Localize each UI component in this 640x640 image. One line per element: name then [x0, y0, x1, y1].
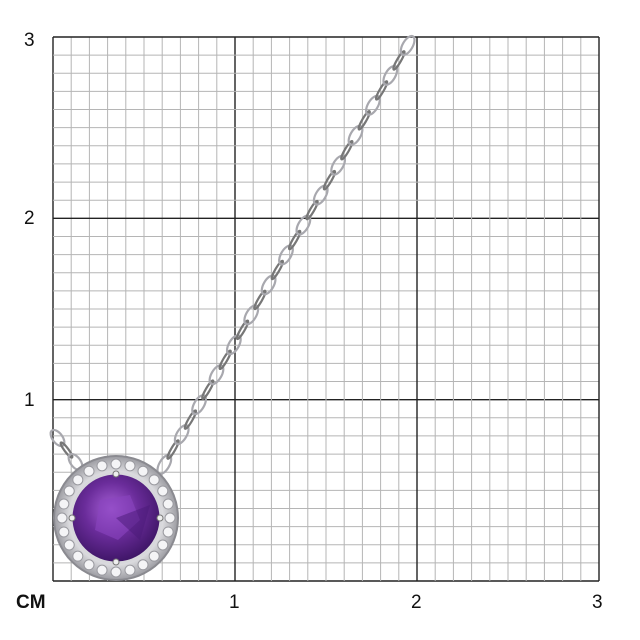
chain-link: [183, 409, 198, 430]
y-tick-2: 2: [24, 208, 35, 229]
halo-diamond: [148, 474, 160, 486]
halo-diamond: [110, 566, 122, 578]
chain-link: [201, 379, 215, 400]
chain-link: [270, 259, 284, 281]
halo-diamond: [124, 564, 136, 576]
halo-diamond: [157, 539, 169, 551]
chain-link: [278, 244, 294, 266]
chain-link: [253, 289, 267, 311]
chain-link: [374, 80, 389, 101]
chain-link: [191, 394, 208, 416]
chain-link: [218, 349, 232, 371]
pendant: [53, 455, 179, 581]
chain-link: [235, 319, 250, 341]
chain-link: [340, 139, 354, 161]
x-tick-2: 2: [411, 592, 422, 613]
halo-diamond: [63, 539, 75, 551]
halo-diamond: [124, 460, 136, 472]
chain-link: [330, 154, 347, 176]
halo-diamond: [72, 474, 84, 486]
chain-link: [166, 439, 180, 460]
chain-link: [392, 50, 406, 71]
halo-diamond: [83, 559, 95, 571]
halo-diamond: [148, 550, 160, 562]
chain-link: [382, 64, 399, 86]
halo-diamond: [110, 458, 122, 470]
x-tick-1: 1: [229, 592, 240, 613]
halo-diamond: [164, 512, 176, 524]
chain-link: [49, 428, 66, 448]
chain-link: [288, 229, 302, 251]
chain-link: [322, 169, 337, 191]
chain-link: [260, 274, 277, 296]
halo-diamond: [58, 526, 70, 538]
halo-diamond: [162, 498, 174, 510]
chain-link: [243, 304, 260, 326]
halo-diamond: [63, 485, 75, 497]
unit-label: CM: [16, 592, 46, 613]
necklace-chain: [49, 34, 416, 476]
chain-link: [305, 199, 319, 221]
halo-diamond: [96, 460, 108, 472]
halo-diamond: [58, 498, 70, 510]
halo-diamond: [157, 485, 169, 497]
halo-diamond: [137, 465, 149, 477]
halo-diamond: [72, 550, 84, 562]
y-tick-1: 1: [24, 390, 35, 411]
chain-link: [208, 364, 225, 386]
halo-diamond: [56, 512, 68, 524]
halo-diamond: [162, 526, 174, 538]
halo-diamond: [96, 564, 108, 576]
chain-link: [295, 214, 312, 236]
halo-diamond: [83, 465, 95, 477]
chain-link: [399, 34, 416, 57]
chain-link: [312, 184, 329, 206]
chain-link: [347, 124, 364, 146]
chain-link: [173, 424, 190, 446]
chain-link: [357, 110, 371, 131]
y-tick-3: 3: [24, 30, 35, 51]
chain-link: [225, 334, 242, 356]
chain-link: [364, 94, 381, 116]
halo-diamond: [137, 559, 149, 571]
x-tick-3: 3: [592, 592, 603, 613]
chain-link: [59, 441, 74, 459]
